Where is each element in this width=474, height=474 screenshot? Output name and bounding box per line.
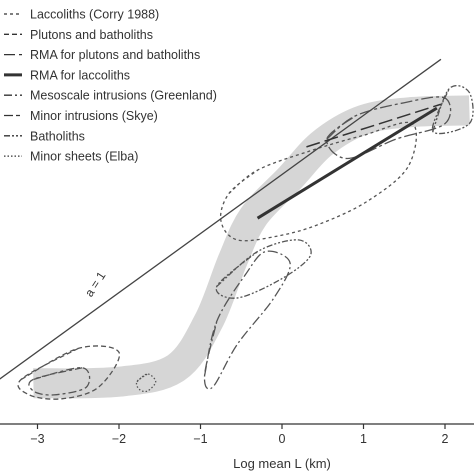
- reference-line-a1: [0, 58, 442, 380]
- x-tick-label: 1: [360, 432, 367, 446]
- legend-label: RMA for laccoliths: [30, 68, 130, 82]
- region-laccoliths-outline: [219, 121, 418, 242]
- region-minor-intrusions-outline: [28, 367, 91, 396]
- legend-label: RMA for plutons and batholiths: [30, 48, 200, 62]
- region-minor-sheets-outline: [135, 373, 157, 393]
- trend-band: [33, 95, 470, 399]
- legend-label: Mesoscale intrusions (Greenland): [30, 89, 217, 103]
- legend-label: Minor sheets (Elba): [30, 150, 138, 164]
- series-rma-laccoliths: [256, 106, 438, 220]
- legend-item: Minor sheets (Elba): [4, 150, 138, 164]
- x-tick-label: 0: [279, 432, 286, 446]
- legend-label: Laccoliths (Corry 1988): [30, 8, 159, 22]
- legend-label: Plutons and batholiths: [30, 28, 153, 42]
- legend-item: RMA for plutons and batholiths: [4, 48, 200, 62]
- reference-line-label: a = 1: [82, 269, 109, 300]
- legend: Laccoliths (Corry 1988) Plutons and batho…: [4, 8, 217, 164]
- region-mesoscale-outline: [203, 250, 291, 390]
- region-batholiths-outline: [215, 239, 312, 299]
- x-tick-label: 2: [442, 432, 449, 446]
- region-plutons-outline: [17, 345, 121, 400]
- x-tick-label: −2: [112, 432, 126, 446]
- legend-label: Minor intrusions (Skye): [30, 109, 158, 123]
- legend-item: Batholiths: [4, 129, 85, 143]
- x-axis: −3 −2 −1 0 1 2: [0, 423, 474, 446]
- x-axis-label: Log mean L (km): [233, 456, 331, 471]
- legend-item: Minor intrusions (Skye): [4, 109, 158, 123]
- x-tick-label: −3: [30, 432, 44, 446]
- series-rma-plutons: [306, 103, 442, 148]
- data-regions: [17, 84, 474, 400]
- legend-label: Batholiths: [30, 129, 85, 143]
- legend-item: Laccoliths (Corry 1988): [4, 8, 159, 22]
- legend-item: RMA for laccoliths: [4, 68, 130, 82]
- x-tick-label: −1: [193, 432, 207, 446]
- region-batholiths-upper-outline: [431, 84, 474, 135]
- legend-item: Mesoscale intrusions (Greenland): [4, 89, 217, 103]
- legend-item: Plutons and batholiths: [4, 28, 153, 42]
